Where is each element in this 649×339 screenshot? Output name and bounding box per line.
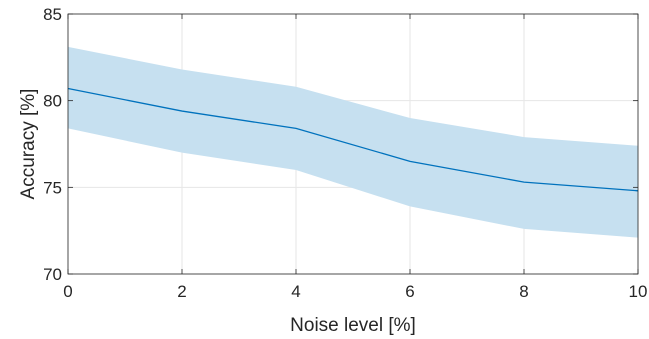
series-line-layer — [67, 87, 639, 192]
x-axis-label: Noise level [%] — [290, 315, 416, 336]
x-tick-label: 0 — [63, 282, 72, 301]
y-tick-label: 75 — [43, 178, 62, 197]
plot-frame — [67, 13, 639, 275]
y-tick-label: 85 — [43, 5, 62, 24]
y-tick-label: 80 — [43, 92, 62, 111]
confidence-band — [68, 46, 638, 238]
x-tick-label: 2 — [177, 282, 186, 301]
y-axis-label: Accuracy [%] — [18, 89, 39, 200]
confidence-band-layer — [68, 46, 638, 238]
x-tick-label: 4 — [291, 282, 300, 301]
tick-labels: 0 2 4 6 8 10 70 75 80 85 — [43, 5, 647, 301]
x-tick-label: 10 — [629, 282, 648, 301]
x-tick-label: 6 — [405, 282, 414, 301]
y-tick-label: 70 — [43, 265, 62, 284]
axes — [67, 13, 639, 275]
series-line — [67, 87, 639, 192]
x-tick-label: 8 — [519, 282, 528, 301]
